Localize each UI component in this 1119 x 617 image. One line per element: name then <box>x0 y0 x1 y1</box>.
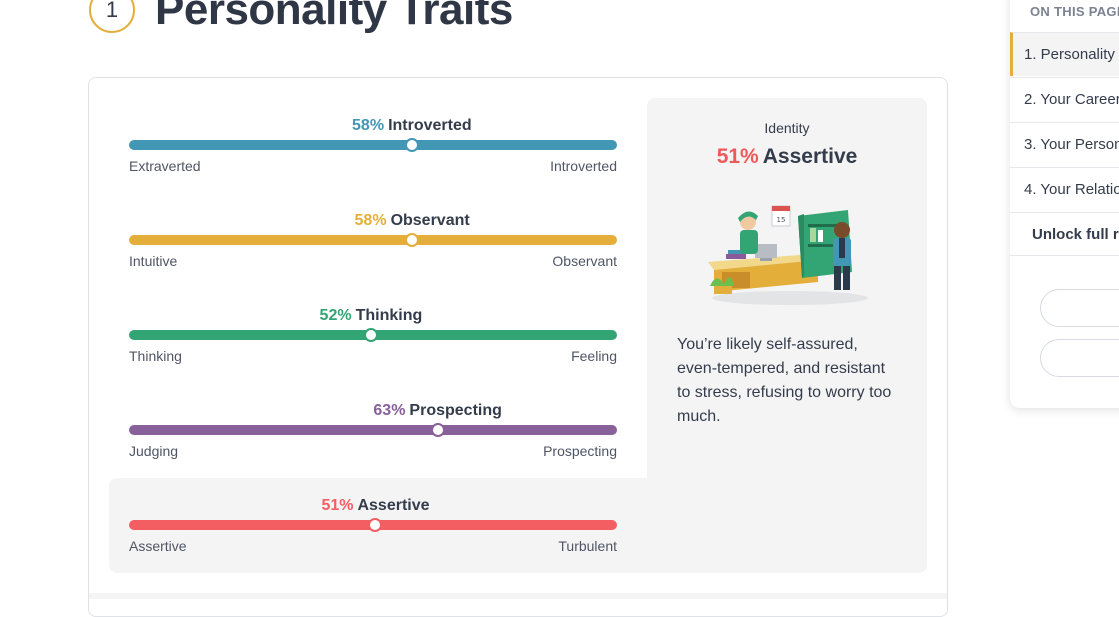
svg-text:15: 15 <box>777 216 786 224</box>
trait-bar <box>129 235 617 245</box>
trait-bar <box>129 140 617 150</box>
identity-percent: 51% <box>716 145 759 168</box>
identity-type: Assertive <box>762 145 858 168</box>
trait-left-label: Intuitive <box>129 253 178 269</box>
trait-heading: 63% Prospecting <box>373 402 502 420</box>
toc-item-unlock[interactable]: Unlock full report <box>1010 212 1119 256</box>
trait-slider-knob <box>405 138 420 152</box>
toc-action-button-1[interactable] <box>1040 289 1119 327</box>
trait-left-label: Judging <box>129 443 179 459</box>
trait-percent: 58% <box>354 212 387 229</box>
trait-heading: 58% Observant <box>355 212 470 230</box>
trait-left-label: Thinking <box>129 348 182 364</box>
identity-panel <box>647 98 927 573</box>
identity-label: Identity <box>764 120 810 136</box>
toc-item-career-path[interactable]: 2. Your Career Path <box>1010 77 1119 121</box>
toc-action-button-2[interactable] <box>1040 339 1119 377</box>
trait-slider-knob <box>405 233 420 247</box>
trait-right-label: Introverted <box>550 158 617 174</box>
toc-item-personal-growth[interactable]: 3. Your Personal Growth <box>1010 122 1119 166</box>
section-number-badge: 1 <box>89 0 135 33</box>
trait-name: Prospecting <box>409 402 502 419</box>
trait-percent: 58% <box>352 117 385 134</box>
trait-right-label: Feeling <box>571 348 617 364</box>
trait-right-label: Turbulent <box>558 538 617 554</box>
assertive-illustration: 15 <box>708 205 868 305</box>
page-title: Personality Traits <box>155 0 513 34</box>
trait-name: Introverted <box>388 117 472 134</box>
trait-heading: 52% Thinking <box>320 307 423 325</box>
trait-name: Assertive <box>357 497 430 514</box>
unlock-label: Unlock full report <box>1032 225 1119 243</box>
identity-description: You’re likely self-assured, even-tempere… <box>677 336 892 425</box>
toc-heading: ON THIS PAGE <box>1030 4 1119 19</box>
trait-percent: 63% <box>373 402 406 419</box>
trait-percent: 52% <box>319 307 352 324</box>
trait-bar <box>129 425 617 435</box>
toc-item-personality-traits[interactable]: 1. Personality Traits <box>1010 32 1119 76</box>
trait-left-label: Extraverted <box>129 158 201 174</box>
trait-percent: 51% <box>321 497 354 514</box>
trait-slider-knob <box>368 518 383 532</box>
identity-result: 51% Assertive <box>647 145 927 169</box>
trait-slider-knob <box>430 423 445 437</box>
trait-slider-knob <box>364 328 379 342</box>
trait-right-label: Observant <box>552 253 617 269</box>
table-of-contents: ON THIS PAGE 1. Personality Traits 2. Yo… <box>1010 0 1119 408</box>
card-footer-strip <box>89 593 947 599</box>
trait-heading: 51% Assertive <box>321 497 429 515</box>
trait-right-label: Prospecting <box>543 443 617 459</box>
trait-name: Thinking <box>355 307 423 324</box>
trait-name: Observant <box>390 212 470 229</box>
trait-heading: 58% Introverted <box>352 117 472 135</box>
toc-item-relationships[interactable]: 4. Your Relationships <box>1010 167 1119 211</box>
trait-left-label: Assertive <box>129 538 187 554</box>
